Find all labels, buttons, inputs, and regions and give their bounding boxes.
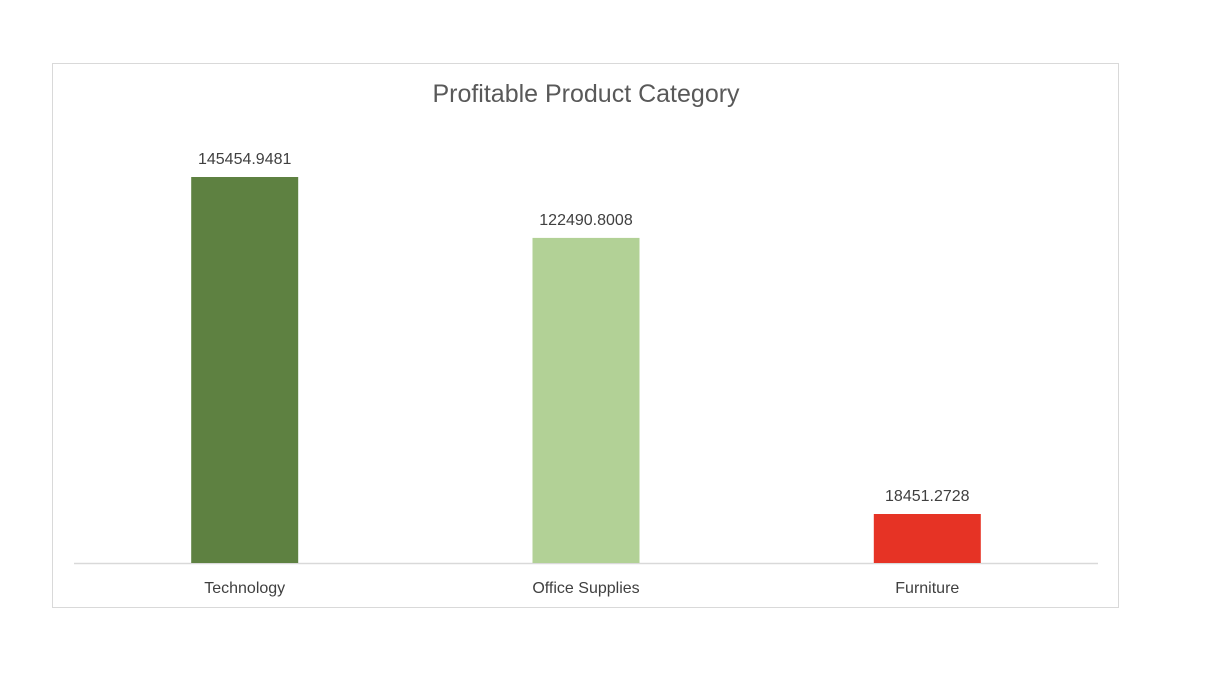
bar-technology — [191, 177, 299, 563]
bars-group — [191, 177, 981, 563]
data-label: 122490.8008 — [539, 212, 633, 229]
x-tick-label: Technology — [204, 580, 285, 597]
bar-furniture — [873, 514, 981, 563]
data-label: 18451.2728 — [885, 488, 970, 505]
chart-title: Profitable Product Category — [432, 80, 740, 108]
data-label: 145454.9481 — [198, 151, 292, 168]
labels-group: 145454.9481 Technology 122490.8008 Office S… — [198, 151, 970, 597]
x-tick-label: Furniture — [895, 580, 959, 597]
x-tick-label: Office Supplies — [532, 580, 639, 597]
bar-office-supplies — [532, 237, 640, 563]
